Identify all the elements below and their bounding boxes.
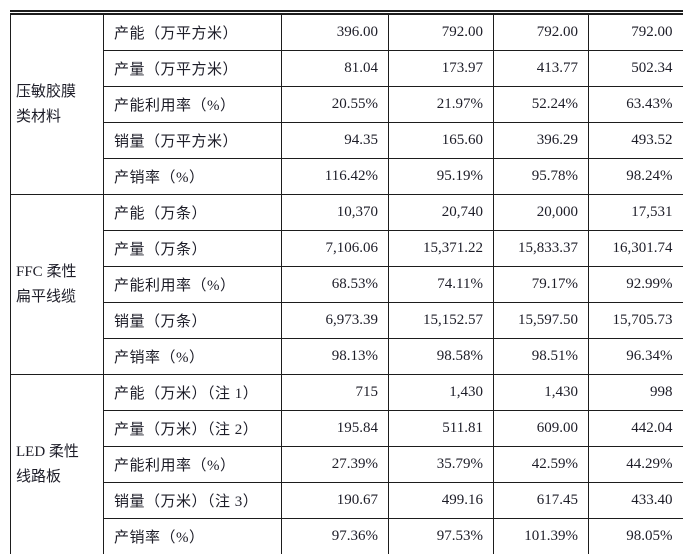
value-cell: 10,370 — [281, 194, 389, 231]
metric-label-cell: 产能（万条） — [103, 194, 282, 231]
table-row: 产量（万米）（注 2） 195.84 511.81 609.00 442.04 — [11, 410, 683, 447]
value-cell: 20,000 — [493, 194, 589, 231]
metric-label-cell: 销量（万平方米） — [103, 122, 282, 159]
value-cell: 98.05% — [588, 518, 683, 554]
metric-label-cell: 产销率（%） — [103, 518, 282, 554]
metric-label-cell: 产量（万平方米） — [103, 50, 282, 87]
metric-label-cell: 产能利用率（%） — [103, 446, 282, 483]
value-cell: 16,301.74 — [588, 230, 683, 267]
table-row: 销量（万条） 6,973.39 15,152.57 15,597.50 15,7… — [11, 302, 683, 339]
value-cell: 79.17% — [493, 266, 589, 303]
category-cell: 压敏胶膜 类材料 — [10, 12, 104, 195]
table-row: 产量（万条） 7,106.06 15,371.22 15,833.37 16,3… — [11, 230, 683, 267]
value-cell: 609.00 — [493, 410, 589, 447]
value-cell: 15,152.57 — [388, 302, 494, 339]
value-cell: 116.42% — [281, 158, 389, 195]
metric-label-cell: 销量（万条） — [103, 302, 282, 339]
value-cell: 101.39% — [493, 518, 589, 554]
value-cell: 998 — [588, 374, 683, 411]
category-cell: LED 柔性 线路板 — [10, 374, 104, 554]
value-cell: 442.04 — [588, 410, 683, 447]
table-row: 压敏胶膜 类材料 产能（万平方米） 396.00 792.00 792.00 7… — [10, 12, 683, 195]
value-cell: 433.40 — [588, 482, 683, 519]
value-cell: 502.34 — [588, 50, 683, 87]
production-capacity-table: 压敏胶膜 类材料 产能（万平方米） 396.00 792.00 792.00 7… — [10, 10, 683, 554]
value-cell: 195.84 — [281, 410, 389, 447]
value-cell: 165.60 — [388, 122, 494, 159]
value-cell: 715 — [281, 374, 389, 411]
value-cell: 15,597.50 — [493, 302, 589, 339]
metric-label-cell: 产销率（%） — [103, 338, 282, 375]
value-cell: 15,705.73 — [588, 302, 683, 339]
value-cell: 92.99% — [588, 266, 683, 303]
value-cell: 96.34% — [588, 338, 683, 375]
value-cell: 63.43% — [588, 86, 683, 123]
value-cell: 17,531 — [588, 194, 683, 231]
metric-label-cell: 产量（万米）（注 2） — [103, 410, 282, 447]
value-cell: 792.00 — [493, 12, 589, 51]
table-row: 产销率（%） 98.13% 98.58% 98.51% 96.34% — [11, 338, 683, 375]
table-row: 产量（万平方米） 81.04 173.97 413.77 502.34 — [11, 50, 683, 87]
value-cell: 20,740 — [388, 194, 494, 231]
value-cell: 95.19% — [388, 158, 494, 195]
value-cell: 190.67 — [281, 482, 389, 519]
table-row: 产能利用率（%） 20.55% 21.97% 52.24% 63.43% — [11, 86, 683, 123]
value-cell: 44.29% — [588, 446, 683, 483]
value-cell: 6,973.39 — [281, 302, 389, 339]
value-cell: 617.45 — [493, 482, 589, 519]
metric-label-cell: 产能利用率（%） — [103, 266, 282, 303]
value-cell: 396.29 — [493, 122, 589, 159]
value-cell: 499.16 — [388, 482, 494, 519]
table-row: FFC 柔性 扁平线缆 产能（万条） 10,370 20,740 20,000 … — [10, 194, 683, 375]
value-cell: 792.00 — [388, 12, 494, 51]
value-cell: 173.97 — [388, 50, 494, 87]
value-cell: 15,833.37 — [493, 230, 589, 267]
value-cell: 20.55% — [281, 86, 389, 123]
value-cell: 52.24% — [493, 86, 589, 123]
value-cell: 42.59% — [493, 446, 589, 483]
table-row: 产销率（%） 97.36% 97.53% 101.39% 98.05% — [11, 518, 683, 554]
value-cell: 74.11% — [388, 266, 494, 303]
metric-label-cell: 产能利用率（%） — [103, 86, 282, 123]
value-cell: 35.79% — [388, 446, 494, 483]
metric-label-cell: 产能（万平方米） — [103, 12, 282, 51]
value-cell: 27.39% — [281, 446, 389, 483]
value-cell: 81.04 — [281, 50, 389, 87]
value-cell: 98.24% — [588, 158, 683, 195]
value-cell: 1,430 — [388, 374, 494, 411]
value-cell: 511.81 — [388, 410, 494, 447]
table-row: 产能利用率（%） 27.39% 35.79% 42.59% 44.29% — [11, 446, 683, 483]
value-cell: 1,430 — [493, 374, 589, 411]
table-row: 销量（万平方米） 94.35 165.60 396.29 493.52 — [11, 122, 683, 159]
value-cell: 7,106.06 — [281, 230, 389, 267]
value-cell: 15,371.22 — [388, 230, 494, 267]
metric-label-cell: 产能（万米）（注 1） — [103, 374, 282, 411]
value-cell: 21.97% — [388, 86, 494, 123]
table-container: 压敏胶膜 类材料 产能（万平方米） 396.00 792.00 792.00 7… — [10, 10, 683, 554]
value-cell: 97.53% — [388, 518, 494, 554]
value-cell: 94.35 — [281, 122, 389, 159]
value-cell: 98.51% — [493, 338, 589, 375]
category-cell: FFC 柔性 扁平线缆 — [10, 194, 104, 375]
value-cell: 792.00 — [588, 12, 683, 51]
value-cell: 97.36% — [281, 518, 389, 554]
value-cell: 95.78% — [493, 158, 589, 195]
table-row: 产销率（%） 116.42% 95.19% 95.78% 98.24% — [11, 158, 683, 195]
value-cell: 413.77 — [493, 50, 589, 87]
value-cell: 396.00 — [281, 12, 389, 51]
table-row: LED 柔性 线路板 产能（万米）（注 1） 715 1,430 1,430 9… — [10, 374, 683, 554]
value-cell: 98.58% — [388, 338, 494, 375]
metric-label-cell: 销量（万米）（注 3） — [103, 482, 282, 519]
metric-label-cell: 产销率（%） — [103, 158, 282, 195]
value-cell: 493.52 — [588, 122, 683, 159]
value-cell: 68.53% — [281, 266, 389, 303]
metric-label-cell: 产量（万条） — [103, 230, 282, 267]
value-cell: 98.13% — [281, 338, 389, 375]
table-row: 销量（万米）（注 3） 190.67 499.16 617.45 433.40 — [11, 482, 683, 519]
table-row: 产能利用率（%） 68.53% 74.11% 79.17% 92.99% — [11, 266, 683, 303]
